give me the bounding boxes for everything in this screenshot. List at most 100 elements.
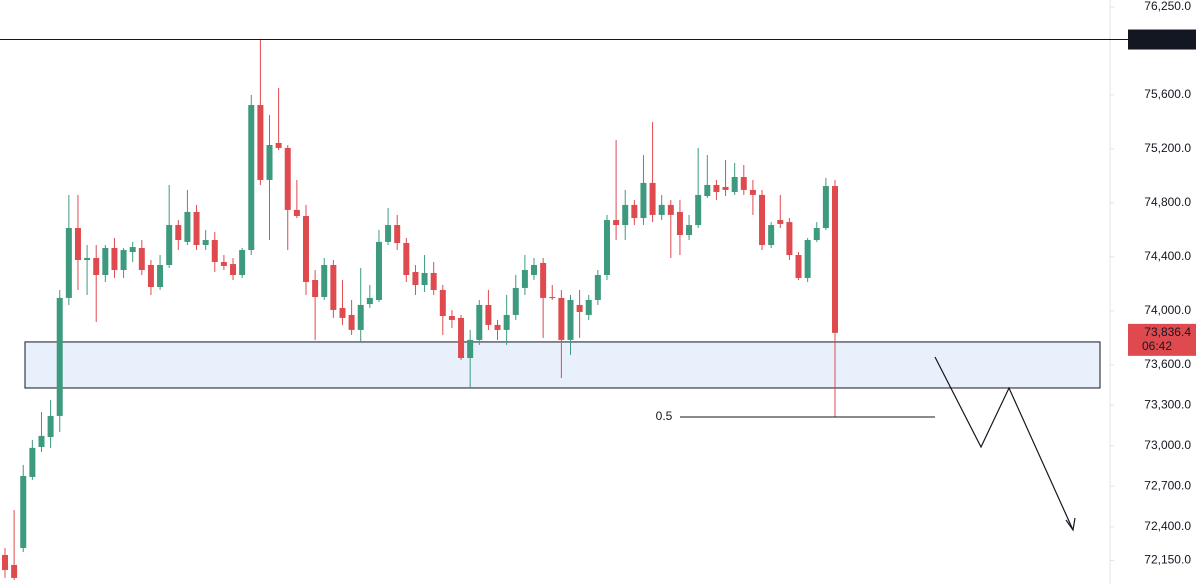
zone-layer — [24, 341, 1101, 389]
candle-body — [2, 554, 8, 570]
candle-body — [147, 265, 154, 288]
candle-body — [412, 272, 419, 285]
candle-body — [795, 255, 802, 278]
candle-body — [494, 324, 501, 330]
candle-body — [531, 265, 538, 275]
candle-body — [339, 307, 346, 318]
candle-body — [385, 225, 392, 242]
candle-body — [704, 184, 711, 197]
projection-path — [934, 356, 1074, 531]
y-tick-label: 72,400.0 — [1144, 519, 1191, 533]
last-price-label: 73,836.4 — [1144, 325, 1191, 339]
candle-body — [759, 194, 766, 246]
candle-body — [567, 299, 574, 340]
candle-body — [722, 186, 729, 190]
candle-body — [658, 204, 665, 215]
candle-body — [84, 257, 91, 261]
candle-body — [521, 269, 528, 288]
candle-body — [631, 204, 638, 219]
candle-body — [47, 415, 54, 437]
candle-body — [804, 240, 811, 278]
candle-body — [38, 435, 45, 447]
candle-body — [813, 228, 820, 241]
candle-body — [157, 265, 164, 288]
candle-body — [832, 186, 838, 333]
candle-body — [403, 242, 410, 275]
candle-body — [321, 265, 328, 297]
candle-body — [65, 228, 72, 298]
candle-body — [202, 240, 209, 246]
countdown: 06:42 — [1142, 339, 1172, 353]
candle-body — [11, 564, 18, 578]
candle-body — [585, 299, 592, 315]
candle-body — [503, 314, 510, 330]
candle-body — [467, 339, 474, 359]
candle-body — [120, 250, 127, 270]
candle-body — [695, 194, 702, 226]
candle-body — [357, 304, 364, 330]
candle-body — [676, 211, 683, 236]
candle-body — [713, 184, 720, 192]
candle-body — [20, 476, 27, 548]
candle-body — [749, 189, 756, 195]
candle-body — [458, 317, 465, 359]
y-tick-label: 74,400.0 — [1144, 249, 1191, 263]
candle-body — [239, 250, 246, 275]
y-tick-label: 73,600.0 — [1144, 357, 1191, 371]
candle-body — [293, 209, 300, 216]
projection-arrowhead — [1065, 517, 1076, 532]
candle-body — [768, 225, 775, 246]
candle-body — [640, 182, 647, 219]
candle-body — [138, 247, 145, 270]
candle-body — [74, 228, 81, 261]
candle-body — [731, 176, 738, 192]
candle-body — [822, 186, 829, 229]
candle-body — [284, 147, 291, 210]
price-line-box — [1128, 29, 1196, 50]
candle-body — [512, 287, 519, 315]
candle-body — [184, 211, 191, 242]
candle-body — [576, 304, 583, 312]
candle-body — [129, 247, 136, 253]
candle-body — [394, 225, 401, 243]
candle-body — [102, 247, 109, 275]
candle-body — [540, 262, 547, 298]
y-tick-label: 73,000.0 — [1144, 438, 1191, 452]
candle-body — [330, 265, 337, 310]
candle-body — [366, 297, 373, 305]
candle-body — [786, 222, 793, 256]
y-tick-label: 75,600.0 — [1144, 87, 1191, 101]
y-tick-label: 72,700.0 — [1144, 478, 1191, 492]
candle-body — [686, 225, 693, 236]
candle-body — [430, 272, 437, 290]
candle-body — [257, 105, 264, 180]
candle-body — [549, 296, 556, 298]
candle-body — [777, 220, 784, 224]
candle-body — [312, 279, 319, 297]
y-tick-label: 74,800.0 — [1144, 195, 1191, 209]
candles — [2, 39, 838, 580]
candle-body — [594, 274, 601, 300]
candle-body — [348, 314, 355, 330]
candle-body — [93, 257, 100, 275]
candle-body — [266, 144, 273, 180]
candle-body — [29, 447, 36, 477]
candle-body — [166, 225, 173, 266]
candle-body — [667, 204, 674, 215]
candle-body — [230, 264, 237, 275]
candle-body — [448, 316, 455, 320]
candle-body — [248, 105, 255, 251]
last-price-box — [1128, 323, 1196, 356]
candle-body — [56, 297, 63, 416]
candle-body — [613, 220, 620, 226]
candle-body — [302, 215, 309, 283]
y-tick-label: 74,000.0 — [1144, 303, 1191, 317]
candle-body — [175, 225, 182, 241]
candle-body — [375, 241, 382, 300]
candle-body — [740, 176, 747, 190]
y-tick-label: 72,150.0 — [1144, 553, 1191, 567]
fib-label: 0.5 — [656, 409, 673, 423]
y-tick-label: 75,200.0 — [1144, 141, 1191, 155]
y-tick-label: 73,300.0 — [1144, 397, 1191, 411]
